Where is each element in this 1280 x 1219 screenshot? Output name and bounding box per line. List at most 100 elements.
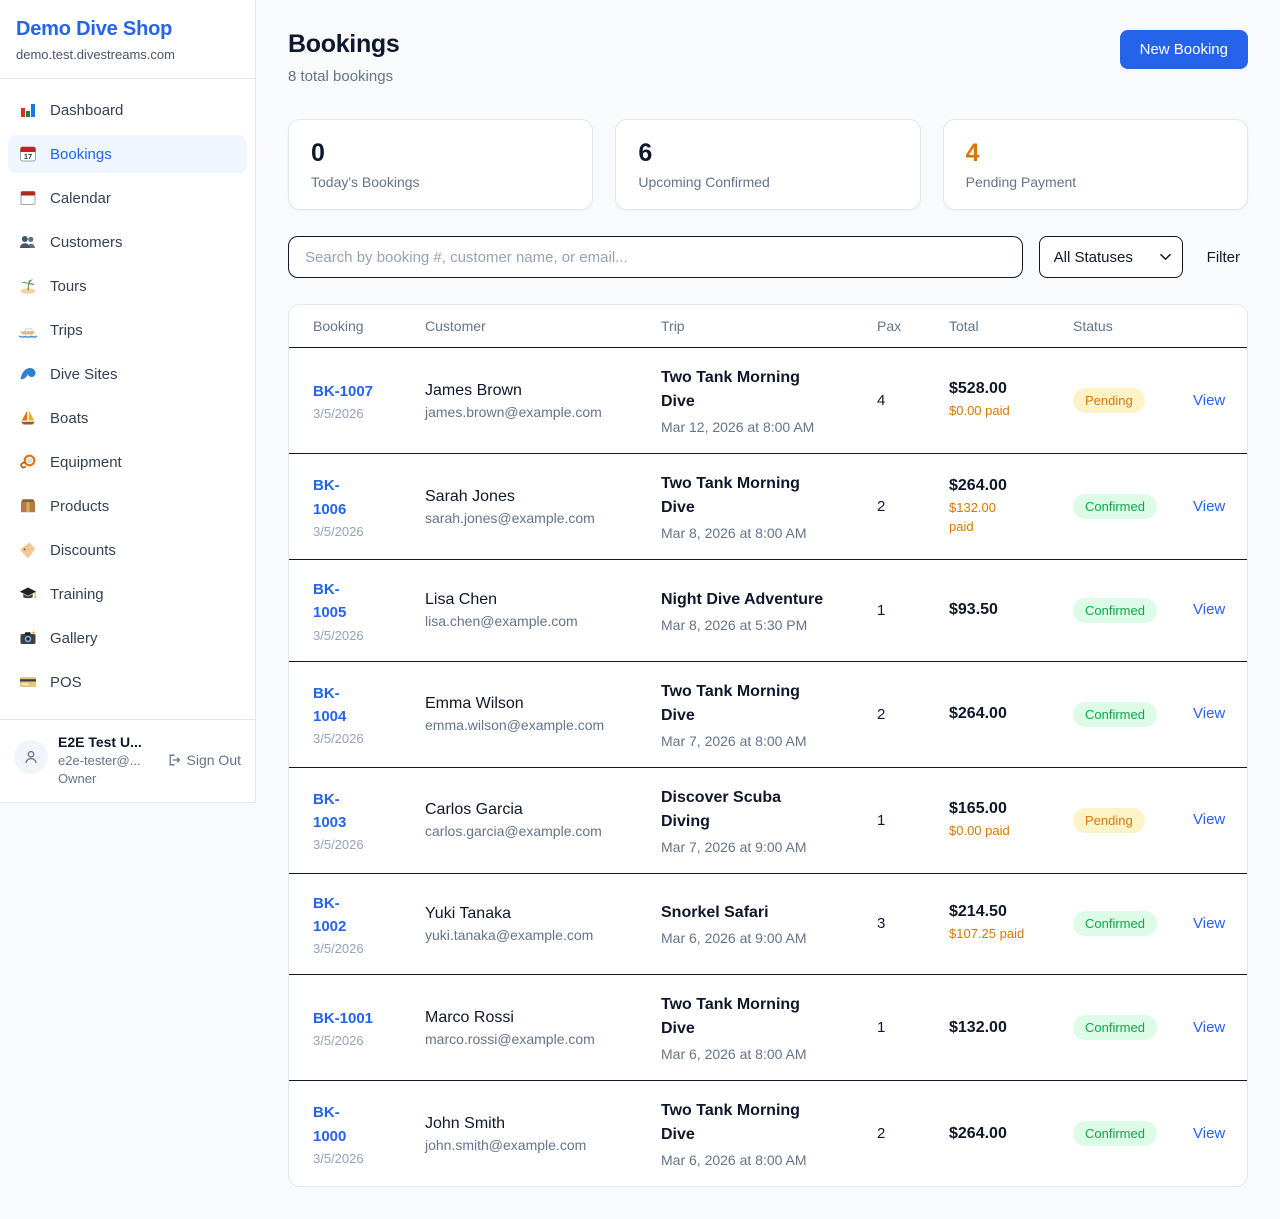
customer-name: Yuki Tanaka [425, 904, 511, 922]
search-input[interactable] [288, 236, 1023, 278]
booking-id-link[interactable]: BK- 1002 [313, 894, 347, 935]
booking-id-link[interactable]: BK- 1004 [313, 684, 347, 725]
sidebar-item-label: Boats [50, 409, 89, 427]
trip-name: Two Tank Morning Dive [661, 996, 800, 1037]
stat-label: Pending Payment [965, 174, 1077, 190]
bar-chart-icon [18, 100, 38, 120]
sidebar-item-products[interactable]: Products [8, 487, 247, 525]
customer-email: john.smith@example.com [425, 1136, 587, 1153]
view-link[interactable]: View [1193, 601, 1226, 619]
sidebar-item-training[interactable]: Training [8, 575, 247, 613]
column-header-pax: Pax [877, 318, 902, 334]
table-row: BK- 1006 3/5/2026 Sarah Jones sarah.jones@… [289, 454, 1247, 560]
sidebar-item-boats[interactable]: Boats [8, 399, 247, 437]
table-row: BK- 1003 3/5/2026 Carlos Garcia carlos.gar… [289, 768, 1247, 874]
sidebar-item-pos[interactable]: POS [8, 663, 247, 701]
view-link[interactable]: View [1193, 497, 1226, 515]
filter-bar: All Statuses Filter [288, 236, 1248, 278]
sidebar-item-equipment[interactable]: Equipment [8, 443, 247, 481]
filter-button[interactable]: Filter [1199, 249, 1248, 266]
view-link[interactable]: View [1193, 1124, 1226, 1142]
trip-name: Two Tank Morning Dive [661, 682, 800, 724]
page-subtitle: 8 total bookings [288, 68, 394, 85]
table-row: BK- 1005 3/5/2026 Lisa Chen lisa.chen@exam… [289, 560, 1247, 662]
stat-value: 0 [311, 139, 325, 167]
stat-card-upcoming-confirmed: 6 Upcoming Confirmed [615, 119, 921, 210]
booking-id-link[interactable]: BK- 1003 [313, 790, 347, 831]
view-link[interactable]: View [1193, 811, 1226, 828]
booking-date: 3/5/2026 [313, 406, 364, 422]
sidebar-item-label: Bookings [50, 145, 112, 163]
customer-name: Sarah Jones [425, 487, 515, 505]
sidebar-item-label: Tours [50, 277, 87, 295]
booking-id-link[interactable]: BK- 1000 [313, 1104, 347, 1145]
pax-count: 4 [877, 392, 886, 409]
sidebar-item-label: POS [50, 673, 82, 691]
sidebar-item-discounts[interactable]: Discounts [8, 531, 247, 569]
table-row: BK- 1004 3/5/2026 Emma Wilson emma.wilson@… [289, 662, 1247, 768]
diving-mask-icon [18, 452, 38, 472]
booking-date: 3/5/2026 [313, 837, 364, 853]
customer-email: marco.rossi@example.com [425, 1030, 595, 1047]
booking-id-link[interactable]: BK-1001 [313, 1009, 374, 1027]
sidebar-item-label: Calendar [50, 189, 111, 207]
status-badge: Confirmed [1073, 1121, 1157, 1146]
tear-off-calendar-icon [18, 188, 38, 208]
person-icon [25, 750, 37, 764]
booking-date: 3/5/2026 [313, 627, 364, 643]
stat-value: 6 [638, 139, 653, 167]
view-link[interactable]: View [1193, 391, 1226, 409]
customer-name: Lisa Chen [425, 591, 498, 609]
view-link[interactable]: View [1193, 914, 1226, 932]
sign-out-button[interactable]: Sign Out [165, 752, 241, 768]
status-badge: Pending [1073, 388, 1145, 413]
page-header: Bookings 8 total bookings New Booking [288, 30, 1248, 85]
sign-out-label: Sign Out [186, 752, 241, 768]
main-content: Bookings 8 total bookings New Booking 0 … [256, 0, 1280, 1219]
brand-domain: demo.test.divestreams.com [16, 47, 175, 62]
total-amount: $132.00 [949, 1018, 1007, 1036]
booking-id-link[interactable]: BK-1007 [313, 382, 374, 400]
sidebar-item-bookings[interactable]: 17 Bookings [8, 135, 247, 173]
view-link[interactable]: View [1193, 705, 1226, 722]
sidebar-item-customers[interactable]: Customers [8, 223, 247, 261]
island-icon [18, 276, 38, 296]
sidebar-user-footer: E2E Test U... e2e-tester@... Owner Sign … [0, 719, 255, 802]
paid-amount: $132.00 paid [949, 499, 996, 534]
pax-count: 1 [877, 811, 886, 829]
trip-name: Two Tank Morning Dive [661, 1102, 800, 1143]
table-row: BK-1007 3/5/2026 James Brown james.brown@e… [289, 348, 1247, 454]
sidebar: Demo Dive Shop demo.test.divestreams.com… [0, 0, 256, 803]
total-amount: $214.50 [949, 903, 1007, 921]
stats-cards: 0 Today's Bookings 6 Upcoming Confirmed … [288, 119, 1248, 210]
column-header-status: Status [1073, 318, 1113, 334]
brand-name: Demo Dive Shop [16, 18, 173, 40]
paid-amount: $107.25 paid [949, 926, 1025, 942]
trip-datetime: Mar 7, 2026 at 8:00 AM [661, 732, 807, 749]
column-header-booking: Booking [313, 318, 364, 334]
sidebar-item-label: Products [50, 497, 110, 515]
sidebar-item-calendar[interactable]: Calendar [8, 179, 247, 217]
booking-id-link[interactable]: BK- 1006 [313, 477, 347, 518]
pax-count: 2 [877, 1125, 886, 1142]
customer-name: John Smith [425, 1114, 506, 1132]
new-booking-button[interactable]: New Booking [1119, 30, 1248, 69]
stat-value: 4 [965, 139, 980, 167]
total-amount: $264.00 [949, 705, 1007, 722]
status-badge: Confirmed [1073, 701, 1157, 727]
sidebar-item-trips[interactable]: Trips [8, 311, 247, 349]
user-name: E2E Test U... [58, 734, 142, 750]
sidebar-item-gallery[interactable]: Gallery [8, 619, 247, 657]
booking-id-link[interactable]: BK- 1005 [313, 581, 347, 622]
status-badge: Pending [1073, 807, 1145, 833]
column-header-trip: Trip [661, 318, 685, 334]
sidebar-item-tours[interactable]: Tours [8, 267, 247, 305]
sidebar-item-dashboard[interactable]: Dashboard [8, 91, 247, 129]
view-link[interactable]: View [1193, 1018, 1226, 1036]
user-role: Owner [58, 771, 97, 786]
status-select[interactable]: All Statuses [1038, 236, 1183, 278]
package-icon [18, 496, 38, 516]
customer-email: james.brown@example.com [425, 403, 602, 420]
people-icon [18, 232, 38, 252]
sidebar-item-dive-sites[interactable]: Dive Sites [8, 355, 247, 393]
